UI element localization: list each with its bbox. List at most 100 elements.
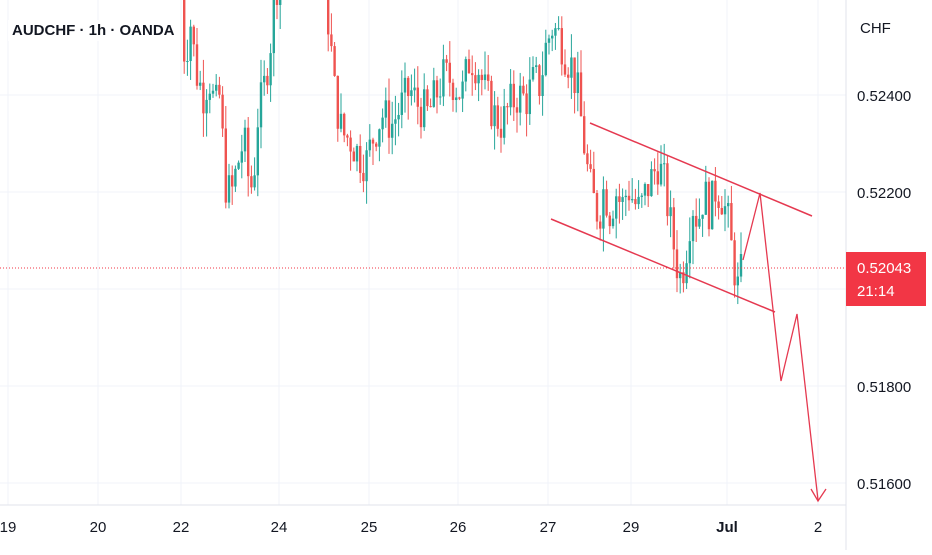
y-tick-label: 0.52200: [857, 185, 911, 202]
candle: [186, 39, 189, 76]
drawings[interactable]: [550, 122, 827, 503]
candle: [672, 197, 675, 269]
candle: [592, 151, 595, 194]
candle: [410, 74, 413, 106]
candle: [445, 54, 448, 72]
candle: [243, 119, 247, 162]
candle: [595, 190, 599, 230]
x-tick-label: 24: [271, 519, 288, 536]
candle: [349, 130, 352, 171]
candle: [583, 101, 586, 155]
candle: [384, 87, 387, 128]
candle: [339, 93, 343, 133]
candle: [512, 70, 515, 122]
projection-path[interactable]: [742, 192, 819, 501]
candle: [643, 182, 647, 206]
candle: [519, 72, 522, 126]
candle: [733, 232, 736, 298]
candle: [666, 155, 669, 226]
candle: [359, 134, 362, 183]
candle: [525, 84, 528, 137]
candle: [730, 185, 733, 241]
candle: [279, 0, 282, 29]
grid: [0, 0, 846, 505]
candle: [707, 177, 711, 237]
y-tick-label: 0.51600: [857, 476, 911, 493]
candle: [346, 133, 349, 147]
candle: [195, 28, 199, 90]
candle: [701, 214, 704, 237]
x-tick-label: 19: [0, 519, 16, 536]
candle: [253, 157, 256, 191]
bar-countdown: 21:14: [857, 283, 895, 300]
candle: [407, 76, 410, 120]
candle: [375, 141, 378, 152]
candle: [557, 16, 560, 31]
candle: [634, 188, 637, 210]
current-price-tag[interactable]: 0.52043 21:14: [846, 252, 926, 306]
candle: [397, 102, 400, 137]
candle: [391, 101, 394, 155]
candle: [368, 124, 371, 157]
candle: [378, 128, 381, 162]
currency-label: CHF: [860, 20, 891, 37]
candle: [365, 142, 368, 204]
candle: [423, 73, 426, 131]
candle: [221, 86, 224, 137]
candle: [477, 69, 480, 102]
x-tick-label: 25: [361, 519, 378, 536]
candle: [579, 50, 583, 117]
candle: [653, 158, 656, 185]
candle: [647, 184, 650, 208]
candle: [416, 66, 419, 125]
candle: [480, 69, 483, 96]
candle: [631, 178, 634, 203]
candle: [544, 29, 547, 77]
candle: [343, 112, 346, 143]
candle: [467, 49, 471, 74]
candle: [669, 190, 672, 238]
symbol-title[interactable]: AUDCHF · 1h · OANDA: [8, 20, 179, 41]
candle: [506, 102, 509, 125]
candle: [426, 85, 429, 111]
candle: [362, 154, 365, 193]
x-tick-label: 20: [90, 519, 107, 536]
candle: [199, 70, 202, 91]
candle: [464, 56, 467, 92]
candle: [275, 0, 279, 20]
x-tick-label: 29: [623, 519, 640, 536]
candle: [413, 68, 416, 103]
candle: [227, 163, 231, 209]
x-tick-label: 27: [540, 519, 557, 536]
candle: [490, 75, 493, 130]
candle: [439, 78, 442, 105]
candle: [224, 106, 227, 209]
candle: [528, 57, 531, 125]
candle: [435, 75, 439, 114]
candle: [736, 262, 739, 305]
candle: [698, 198, 701, 229]
candle: [586, 144, 589, 172]
channel-lower-line[interactable]: [550, 218, 776, 313]
candle: [599, 215, 602, 241]
candle: [663, 143, 666, 187]
candle: [432, 67, 435, 108]
candle: [211, 83, 215, 98]
candle: [531, 56, 535, 82]
candle: [567, 67, 570, 89]
candle: [208, 83, 211, 114]
candle: [336, 75, 339, 142]
candle: [717, 195, 720, 220]
candle: [560, 16, 563, 76]
candle: [682, 261, 685, 293]
candle: [231, 165, 234, 205]
channel-upper-line[interactable]: [589, 122, 813, 217]
candle: [266, 68, 269, 94]
candle: [637, 180, 640, 210]
y-tick-label: 0.51800: [857, 379, 911, 396]
candle: [541, 51, 544, 116]
candle: [499, 106, 503, 153]
